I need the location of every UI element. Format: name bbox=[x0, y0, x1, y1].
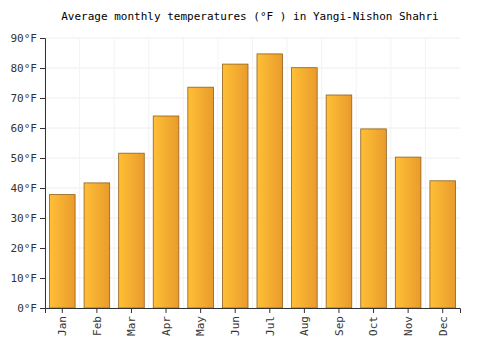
y-tick: 70°F bbox=[11, 92, 46, 105]
bars bbox=[49, 54, 455, 308]
grid-line-x bbox=[79, 38, 80, 308]
x-tick: Jul bbox=[264, 308, 277, 336]
bar bbox=[257, 54, 283, 308]
y-tick: 10°F bbox=[11, 272, 46, 285]
y-tick: 20°F bbox=[11, 242, 46, 255]
grid-line-x bbox=[321, 38, 322, 308]
y-tick-mark bbox=[40, 248, 45, 249]
y-tick: 60°F bbox=[11, 122, 46, 135]
x-tick: Feb bbox=[91, 308, 104, 336]
x-tick-label: Jun bbox=[229, 316, 242, 336]
grid-line-x bbox=[148, 38, 149, 308]
x-tick-label: Oct bbox=[367, 316, 380, 336]
bar bbox=[430, 181, 456, 308]
y-axis: 0°F 10°F 20°F 30°F 40°F 50°F 60°F 70°F 80°F 90°F bbox=[11, 32, 46, 315]
y-tick-label: 30°F bbox=[11, 212, 38, 225]
y-tick-label: 40°F bbox=[11, 182, 38, 195]
y-tick: 50°F bbox=[11, 152, 46, 165]
y-tick-label: 10°F bbox=[11, 272, 38, 285]
y-tick: 40°F bbox=[11, 182, 46, 195]
x-tick-mark bbox=[235, 308, 236, 313]
x-tick: Jan bbox=[56, 308, 69, 336]
bar bbox=[222, 64, 248, 308]
y-tick-label: 70°F bbox=[11, 92, 38, 105]
bar bbox=[188, 87, 214, 308]
y-axis-line bbox=[40, 39, 46, 309]
x-tick: Dec bbox=[437, 308, 450, 336]
y-tick-mark bbox=[40, 188, 45, 189]
grid-line-x bbox=[114, 38, 115, 308]
y-tick-label: 50°F bbox=[11, 152, 38, 165]
grid-line-x bbox=[390, 38, 391, 308]
x-tick: Nov bbox=[402, 308, 415, 336]
grid-line-x bbox=[356, 38, 357, 308]
x-tick-mark bbox=[200, 308, 201, 313]
y-tick: 80°F bbox=[11, 62, 46, 75]
y-tick-mark bbox=[40, 98, 45, 99]
grid-line-x bbox=[287, 38, 288, 308]
x-tick-label: Aug bbox=[298, 316, 311, 336]
y-tick-label: 80°F bbox=[11, 62, 38, 75]
y-tick-label: 20°F bbox=[11, 242, 38, 255]
x-axis: Jan Feb Mar Apr May Jun Jul Aug Sep Oct Nov Dec bbox=[46, 308, 461, 336]
x-tick-mark bbox=[131, 308, 132, 313]
chart: 0°F 10°F 20°F 30°F 40°F 50°F 60°F 70°F 80°F 90°F J… bbox=[0, 0, 500, 350]
grid bbox=[45, 38, 460, 308]
x-tick: Apr bbox=[160, 308, 173, 336]
bar bbox=[153, 116, 179, 308]
grid-line-x bbox=[425, 38, 426, 308]
y-tick-label: 60°F bbox=[11, 122, 38, 135]
grid-line-x bbox=[252, 38, 253, 308]
x-tick-mark bbox=[96, 308, 97, 313]
x-tick: Oct bbox=[367, 308, 380, 336]
bar bbox=[292, 68, 318, 308]
y-tick-mark bbox=[40, 308, 45, 309]
bar bbox=[84, 183, 110, 308]
y-tick: 90°F bbox=[11, 32, 46, 45]
x-tick-mark bbox=[269, 308, 270, 313]
grid-line-x bbox=[183, 38, 184, 308]
y-tick-label: 0°F bbox=[17, 302, 37, 315]
x-tick-mark bbox=[166, 308, 167, 313]
x-axis-line bbox=[46, 309, 461, 314]
plot: 0°F 10°F 20°F 30°F 40°F 50°F 60°F 70°F 80°F 90°F J… bbox=[11, 32, 461, 336]
bar bbox=[361, 129, 387, 308]
x-tick-mark bbox=[442, 308, 443, 313]
y-tick: 0°F bbox=[17, 302, 45, 315]
x-tick-label: Mar bbox=[125, 316, 138, 336]
x-tick: Sep bbox=[333, 308, 346, 336]
y-tick-mark bbox=[40, 278, 45, 279]
y-tick-mark bbox=[40, 128, 45, 129]
y-tick-mark bbox=[40, 158, 45, 159]
x-tick-label: Nov bbox=[402, 316, 415, 336]
x-tick-mark bbox=[338, 308, 339, 313]
bar bbox=[326, 95, 352, 308]
title: Average monthly temperatures (°F ) in Ya… bbox=[61, 10, 439, 23]
bar bbox=[119, 153, 145, 308]
x-tick: Mar bbox=[125, 308, 138, 336]
x-tick-mark bbox=[304, 308, 305, 313]
x-tick-label: Jan bbox=[56, 316, 69, 336]
x-tick-mark bbox=[62, 308, 63, 313]
y-tick: 30°F bbox=[11, 212, 46, 225]
x-tick-label: Sep bbox=[333, 316, 346, 336]
grid-line-x bbox=[217, 38, 218, 308]
x-tick-label: Apr bbox=[160, 316, 173, 336]
x-tick-label: May bbox=[194, 316, 207, 336]
x-tick-label: Feb bbox=[91, 316, 104, 336]
y-tick-mark bbox=[40, 38, 45, 39]
bar bbox=[395, 157, 421, 308]
x-tick: Jun bbox=[229, 308, 242, 336]
grid-x bbox=[45, 38, 425, 308]
x-tick-mark bbox=[373, 308, 374, 313]
x-tick: May bbox=[194, 308, 207, 336]
x-tick: Aug bbox=[298, 308, 311, 336]
x-tick-mark bbox=[408, 308, 409, 313]
x-tick-label: Jul bbox=[264, 316, 277, 336]
x-tick-label: Dec bbox=[437, 316, 450, 336]
y-tick-mark bbox=[40, 218, 45, 219]
y-tick-mark bbox=[40, 68, 45, 69]
bar bbox=[49, 195, 75, 308]
y-tick-label: 90°F bbox=[11, 32, 38, 45]
